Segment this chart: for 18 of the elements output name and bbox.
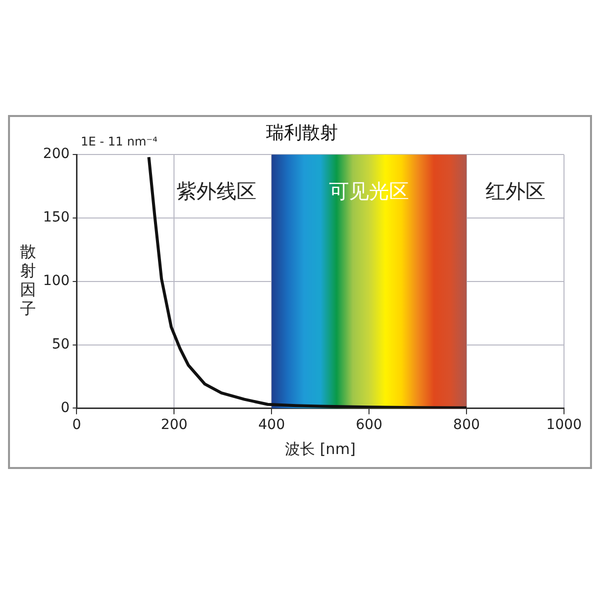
x-axis-title: 波长 [nm] xyxy=(285,440,356,458)
text: 1E - 11 nm⁻⁴ xyxy=(80,134,158,149)
x-tick-label: 800 xyxy=(453,417,480,434)
x-tick-label: 200 xyxy=(160,417,188,434)
y-tick-label: 150 xyxy=(42,210,70,226)
x-tick-label: 400 xyxy=(258,417,285,434)
x-tick-label: 0 xyxy=(72,417,82,434)
y-axis-title: 散射因子 xyxy=(20,242,36,318)
y-tick-label: 200 xyxy=(42,146,70,162)
annotation: 紫外线区 xyxy=(176,178,257,203)
y-tick-label: 100 xyxy=(42,273,70,290)
annotation: 红外区 xyxy=(485,178,546,203)
chart-title: 瑞利散射 xyxy=(266,122,338,144)
x-tick-label: 1000 xyxy=(546,417,582,434)
band-label: 可见光区 xyxy=(329,178,410,203)
y-tick-label: 50 xyxy=(52,336,70,352)
y-tick-label: 0 xyxy=(60,400,70,416)
x-tick-label: 600 xyxy=(356,417,382,434)
